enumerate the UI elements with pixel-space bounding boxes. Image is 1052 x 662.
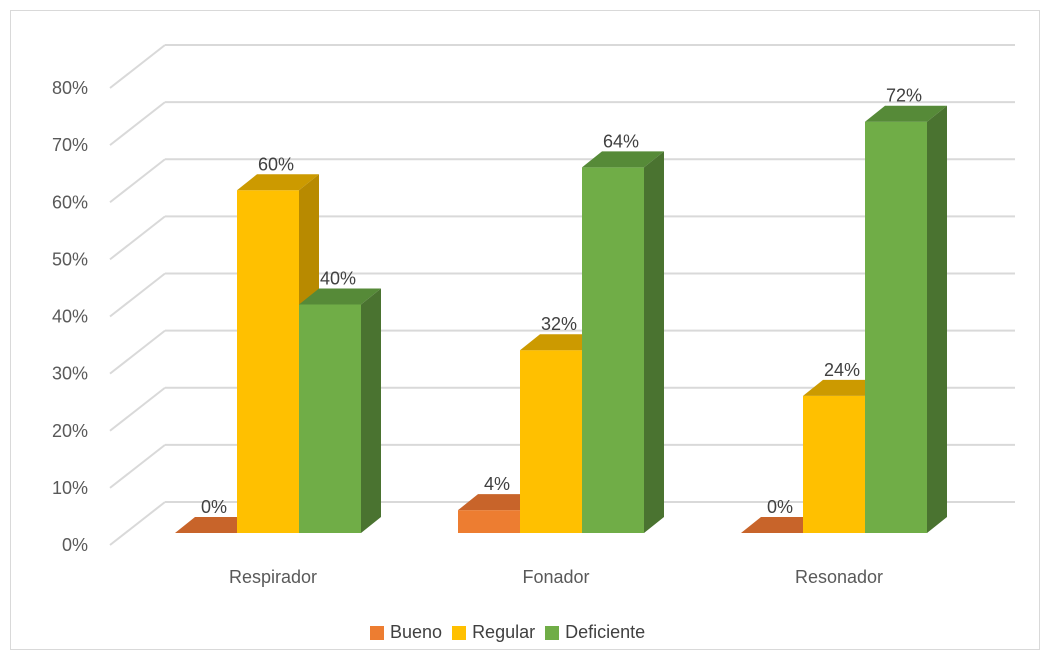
data-label: 0%: [201, 497, 227, 517]
legend-swatch-regular: [452, 625, 467, 640]
legend-label-deficiente: Deficiente: [565, 622, 646, 642]
bar: [458, 510, 520, 533]
legend-item-deficiente: Deficiente: [545, 622, 645, 643]
legend-swatch-bueno: [370, 625, 384, 640]
gridline-diagonal: [109, 44, 166, 89]
legend-item-regular: Regular: [452, 622, 535, 643]
data-label: 32%: [541, 314, 577, 334]
legend: Bueno Regular Deficiente: [370, 622, 655, 643]
bar-side: [927, 105, 947, 533]
bar: [520, 350, 582, 533]
x-tick-label: Fonador: [522, 567, 589, 587]
legend-label-bueno: Bueno: [390, 622, 443, 642]
bar: [299, 304, 361, 533]
bar: [582, 167, 644, 533]
y-tick-label: 70%: [52, 135, 88, 155]
bar-top: [803, 379, 885, 396]
gridline-diagonal: [109, 158, 166, 204]
y-tick-label: 80%: [52, 78, 88, 98]
gridline-diagonal: [109, 444, 166, 489]
data-label: 0%: [767, 497, 793, 517]
gridline-diagonal: [109, 386, 166, 432]
bar-top: [582, 151, 664, 168]
gridline-diagonal: [109, 329, 166, 375]
y-tick-label: 20%: [52, 421, 88, 441]
data-label: 72%: [886, 86, 922, 106]
gridline-diagonal: [109, 272, 166, 318]
y-tick-label: 40%: [52, 307, 88, 327]
gridline-diagonal: [109, 101, 166, 146]
y-tick-label: 60%: [52, 192, 88, 212]
bar-top: [237, 174, 319, 191]
bar: [803, 395, 865, 533]
y-tick-label: 0%: [62, 535, 88, 555]
data-label: 64%: [603, 131, 639, 151]
legend-item-bueno: Bueno: [370, 622, 442, 643]
y-tick-label: 30%: [52, 364, 88, 384]
bar-side: [644, 151, 664, 533]
x-tick-label: Resonador: [795, 567, 883, 587]
legend-label-regular: Regular: [472, 622, 536, 642]
data-label: 40%: [320, 269, 356, 289]
bar-top: [741, 517, 823, 533]
gridline-diagonal: [109, 215, 166, 261]
y-tick-label: 10%: [52, 478, 88, 498]
x-tick-label: Respirador: [229, 567, 317, 587]
data-label: 24%: [824, 360, 860, 380]
gridline-diagonal: [109, 501, 166, 546]
data-label: 4%: [484, 474, 510, 494]
data-label: 60%: [258, 154, 294, 174]
bar-top: [175, 517, 257, 533]
bar-top: [458, 494, 540, 511]
bar-top: [865, 105, 947, 122]
bar: [865, 121, 927, 533]
legend-swatch-deficiente: [545, 625, 560, 640]
bar-top: [299, 288, 381, 305]
bar-top: [520, 334, 602, 351]
y-tick-label: 50%: [52, 249, 88, 269]
bar: [237, 190, 299, 533]
bar-side: [361, 288, 381, 533]
